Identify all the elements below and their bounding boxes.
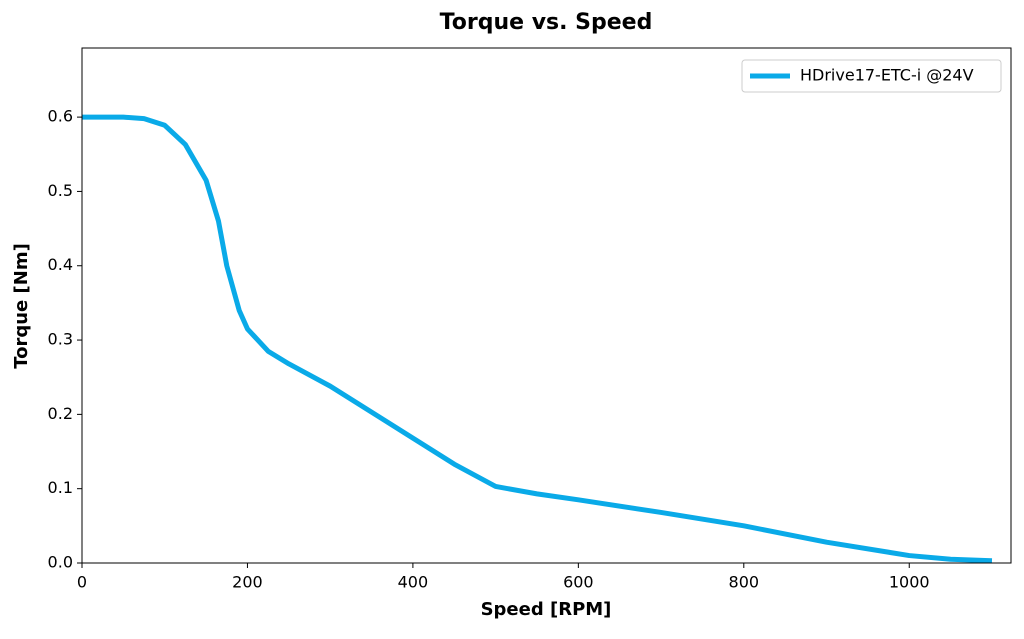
- x-axis-label: Speed [RPM]: [481, 599, 612, 620]
- x-tick-label: 800: [729, 573, 760, 592]
- x-tick-label: 600: [563, 573, 594, 592]
- x-tick-label: 400: [398, 573, 429, 592]
- y-tick-label: 0.2: [48, 404, 73, 423]
- legend-label: HDrive17-ETC-i @24V: [800, 66, 974, 85]
- y-axis-label: Torque [Nm]: [11, 243, 32, 369]
- chart-title: Torque vs. Speed: [440, 10, 653, 35]
- legend-box: [741, 59, 1002, 93]
- x-tick-label: 200: [232, 573, 263, 592]
- x-tick-label: 1000: [889, 573, 930, 592]
- x-tick-label: 0: [77, 573, 87, 592]
- y-tick-label: 0.6: [48, 107, 73, 126]
- plot-frame: [81, 47, 1012, 564]
- line: [82, 114, 993, 564]
- y-tick-label: 0.5: [48, 181, 73, 200]
- y-tick-label: 0.0: [48, 553, 73, 572]
- y-tick-label: 0.3: [48, 330, 73, 349]
- y-tick-label: 0.1: [48, 478, 73, 497]
- y-tick-label: 0.4: [48, 255, 73, 274]
